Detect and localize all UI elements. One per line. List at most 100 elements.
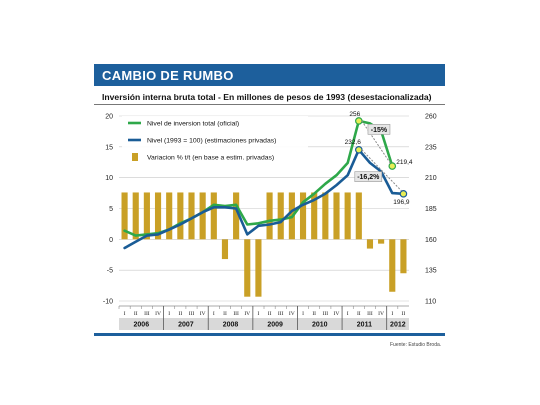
quarter-tick-label: I <box>257 311 259 317</box>
quarter-tick-label: IV <box>334 311 340 317</box>
right-tick-label: 185 <box>425 206 437 213</box>
bar-mark <box>389 239 396 292</box>
quarter-tick-label: III <box>367 311 373 317</box>
source-note: Fuente: Estudio Broda. <box>390 342 442 348</box>
end-marker-privadas <box>399 190 408 198</box>
value-label-end-privadas: 196,9 <box>393 199 410 206</box>
bar-mark <box>311 192 318 240</box>
quarter-tick-label: II <box>268 311 272 317</box>
bar-mark <box>322 192 329 240</box>
bar-mark <box>333 192 340 240</box>
right-tick-label: 110 <box>425 299 436 306</box>
quarter-tick-label: II <box>223 311 227 317</box>
year-label: 2011 <box>357 322 372 329</box>
right-tick-label: 160 <box>425 237 437 244</box>
bar-mark <box>344 192 351 240</box>
quarter-tick-label: III <box>189 311 195 317</box>
left-tick-label: 0 <box>109 237 113 244</box>
quarter-tick-label: IV <box>155 311 161 317</box>
change-label-oficial-box <box>367 124 391 135</box>
right-tick-label: 235 <box>425 144 437 151</box>
change-arrow-oficial <box>361 120 391 164</box>
bar-mark <box>143 192 150 240</box>
year-label: 2007 <box>178 322 194 329</box>
bar-mark <box>355 192 362 240</box>
legend-bg <box>122 116 308 171</box>
quarter-tick-label: I <box>302 311 304 317</box>
bar-mark <box>199 192 206 240</box>
bar-mark <box>233 192 240 240</box>
bar-mark <box>132 192 139 240</box>
change-label-oficial: -15% <box>371 127 388 134</box>
bar-mark <box>121 192 128 240</box>
year-band <box>119 318 409 330</box>
bar-mark <box>299 192 307 240</box>
year-label: 2008 <box>223 322 239 329</box>
quarter-tick-label: IV <box>378 311 384 317</box>
quarter-tick-label: III <box>323 311 329 317</box>
chart-subtitle: Inversión interna bruta total - En millo… <box>102 92 432 102</box>
quarter-tick-label: III <box>233 311 239 317</box>
value-label-end-oficial: 219,4 <box>396 159 413 166</box>
subtitle-rule <box>94 104 445 105</box>
quarter-tick-label: III <box>278 311 284 317</box>
year-label: 2009 <box>267 322 283 329</box>
legend-label-2: Variacion % t/t (en base a estim. privad… <box>147 155 274 162</box>
left-tick-label: 10 <box>105 175 113 182</box>
right-tick-label: 135 <box>425 268 437 275</box>
line-series-privadas <box>123 148 405 250</box>
year-label: 2006 <box>134 322 150 329</box>
change-arrow-privadas <box>361 149 402 192</box>
quarter-tick-label: IV <box>289 311 295 317</box>
quarter-tick-label: I <box>347 311 349 317</box>
quarter-tick-label: II <box>178 311 182 317</box>
bar-mark <box>221 239 229 260</box>
value-label-peak-privadas: 232,6 <box>345 139 362 146</box>
quarter-tick-label: I <box>168 311 170 317</box>
left-tick-label: -5 <box>107 268 113 275</box>
quarter-tick-label: II <box>312 311 316 317</box>
left-tick-label: 5 <box>109 206 113 213</box>
quarter-tick-label: I <box>124 311 126 317</box>
bar-mark <box>154 192 162 240</box>
legend-swatch-2 <box>132 153 138 161</box>
bottom-rule <box>94 333 445 336</box>
legend-label-0: Nivel de inversion total (oficial) <box>147 121 239 128</box>
quarter-tick-label: I <box>213 311 215 317</box>
year-label: 2012 <box>390 322 406 329</box>
bar-mark <box>177 192 184 240</box>
legend-label-1: Nivel (1993 = 100) (estimaciones privada… <box>147 138 276 145</box>
change-label-privadas-box <box>354 171 383 182</box>
bar-mark <box>277 192 284 240</box>
quarter-tick-label: III <box>144 311 150 317</box>
bar-mark <box>378 239 385 244</box>
chart-svg: 20 15 10 5 0 -5 -10 260 235 210 185 160 135 110 256 232… <box>94 111 445 336</box>
bar-mark <box>188 192 195 240</box>
right-tick-label: 260 <box>425 114 437 121</box>
left-tick-label: 15 <box>105 144 113 151</box>
peak-marker-privadas <box>355 145 363 154</box>
change-label-privadas: -16,2% <box>357 174 380 181</box>
bar-mark <box>166 192 173 240</box>
peak-marker-oficial <box>355 117 363 125</box>
left-tick-label: -10 <box>103 299 113 306</box>
right-tick-label: 210 <box>425 175 437 182</box>
value-label-peak-oficial: 256 <box>349 111 360 118</box>
bar-mark <box>210 192 217 240</box>
end-marker-oficial <box>388 162 397 170</box>
chart-card: CAMBIO DE RUMBO Inversión interna bruta … <box>94 64 445 348</box>
bar-mark <box>400 239 407 274</box>
bar-mark <box>255 239 262 297</box>
quarter-tick-label: II <box>357 311 361 317</box>
banner-title: CAMBIO DE RUMBO <box>102 68 234 83</box>
quarter-tick-label: IV <box>200 311 206 317</box>
left-tick-label: 20 <box>105 114 113 121</box>
quarter-tick-label: II <box>402 311 406 317</box>
bar-mark <box>266 192 273 240</box>
quarter-tick-label: II <box>134 311 138 317</box>
title-banner: CAMBIO DE RUMBO <box>94 64 445 86</box>
bar-mark <box>244 239 251 297</box>
quarter-tick-label: IV <box>244 311 250 317</box>
bar-mark <box>366 239 374 249</box>
quarter-tick-label: I <box>391 311 393 317</box>
